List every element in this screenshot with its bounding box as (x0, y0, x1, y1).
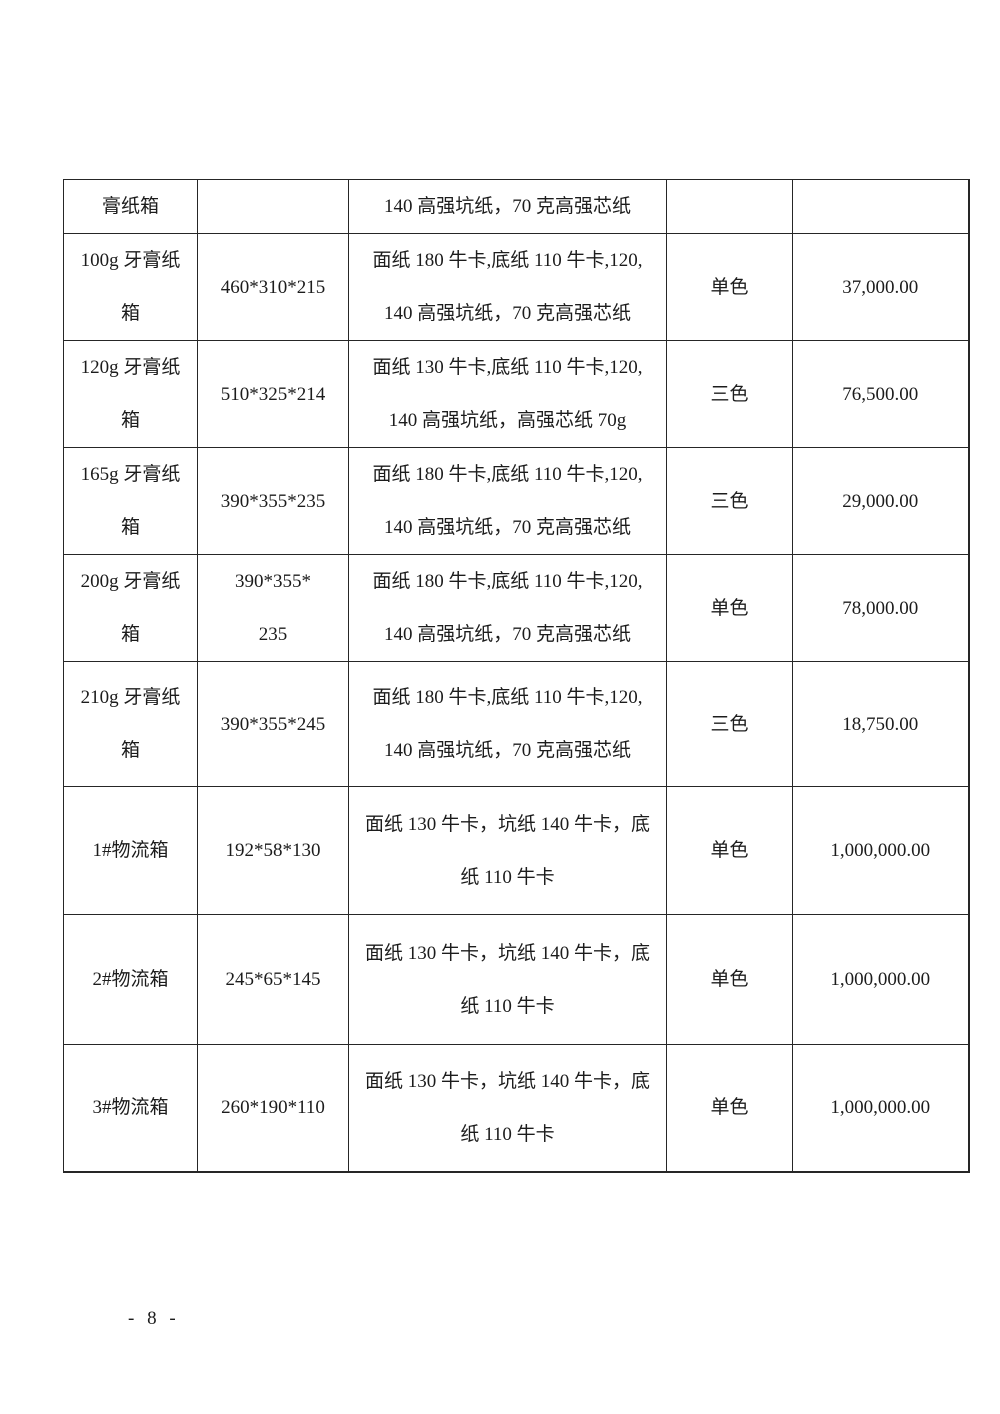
cell-box-name: 1#物流箱 (63, 786, 198, 915)
cell-amount (792, 179, 970, 234)
cell-paper-spec: 面纸 180 牛卡,底纸 110 牛卡,120, 140 高强坑纸，70 克高强… (348, 661, 667, 787)
cell-print-color: 三色 (666, 661, 793, 787)
cell-amount: 37,000.00 (792, 233, 970, 341)
table-row: 膏纸箱 140 高强坑纸，70 克高强芯纸 (63, 179, 970, 234)
cell-paper-spec: 面纸 130 牛卡，坑纸 140 牛卡，底 纸 110 牛卡 (348, 1044, 667, 1173)
cell-print-color: 单色 (666, 554, 793, 662)
table-row: 2#物流箱 245*65*145 面纸 130 牛卡，坑纸 140 牛卡，底 纸… (63, 914, 970, 1045)
cell-amount: 78,000.00 (792, 554, 970, 662)
cell-box-name: 200g 牙膏纸 箱 (63, 554, 198, 662)
cell-print-color: 单色 (666, 914, 793, 1045)
cell-print-color: 三色 (666, 340, 793, 448)
cell-box-name: 2#物流箱 (63, 914, 198, 1045)
cell-amount: 1,000,000.00 (792, 914, 970, 1045)
cell-paper-spec: 面纸 180 牛卡,底纸 110 牛卡,120, 140 高强坑纸，70 克高强… (348, 447, 667, 555)
cell-paper-spec: 面纸 180 牛卡,底纸 110 牛卡,120, 140 高强坑纸，70 克高强… (348, 233, 667, 341)
cell-paper-spec: 面纸 180 牛卡,底纸 110 牛卡,120, 140 高强坑纸，70 克高强… (348, 554, 667, 662)
cell-print-color: 单色 (666, 233, 793, 341)
cell-box-size: 260*190*110 (197, 1044, 349, 1173)
cell-box-name: 100g 牙膏纸 箱 (63, 233, 198, 341)
cell-paper-spec: 面纸 130 牛卡，坑纸 140 牛卡，底 纸 110 牛卡 (348, 914, 667, 1045)
table-row: 210g 牙膏纸 箱 390*355*245 面纸 180 牛卡,底纸 110 … (63, 661, 970, 787)
cell-box-size (197, 179, 349, 234)
cell-print-color (666, 179, 793, 234)
page-number: - 8 - (128, 1308, 180, 1329)
cell-print-color: 三色 (666, 447, 793, 555)
table-row: 3#物流箱 260*190*110 面纸 130 牛卡，坑纸 140 牛卡，底 … (63, 1044, 970, 1173)
cell-box-name: 120g 牙膏纸 箱 (63, 340, 198, 448)
cell-paper-spec: 140 高强坑纸，70 克高强芯纸 (348, 179, 667, 234)
cell-box-size: 460*310*215 (197, 233, 349, 341)
cell-amount: 76,500.00 (792, 340, 970, 448)
cell-paper-spec: 面纸 130 牛卡，坑纸 140 牛卡，底 纸 110 牛卡 (348, 786, 667, 915)
table-row: 100g 牙膏纸 箱 460*310*215 面纸 180 牛卡,底纸 110 … (63, 233, 970, 341)
cell-amount: 18,750.00 (792, 661, 970, 787)
cell-box-size: 510*325*214 (197, 340, 349, 448)
table-row: 200g 牙膏纸 箱 390*355* 235 面纸 180 牛卡,底纸 110… (63, 554, 970, 662)
cell-amount: 1,000,000.00 (792, 1044, 970, 1173)
table-row: 165g 牙膏纸 箱 390*355*235 面纸 180 牛卡,底纸 110 … (63, 447, 970, 555)
cell-paper-spec: 面纸 130 牛卡,底纸 110 牛卡,120, 140 高强坑纸，高强芯纸 7… (348, 340, 667, 448)
cell-box-size: 245*65*145 (197, 914, 349, 1045)
cell-print-color: 单色 (666, 1044, 793, 1173)
cell-amount: 29,000.00 (792, 447, 970, 555)
cell-box-size: 390*355*245 (197, 661, 349, 787)
cell-amount: 1,000,000.00 (792, 786, 970, 915)
cell-box-name: 165g 牙膏纸 箱 (63, 447, 198, 555)
cell-box-name: 3#物流箱 (63, 1044, 198, 1173)
cell-box-size: 192*58*130 (197, 786, 349, 915)
cell-box-name: 膏纸箱 (63, 179, 198, 234)
table-row: 120g 牙膏纸 箱 510*325*214 面纸 130 牛卡,底纸 110 … (63, 340, 970, 448)
cell-box-size: 390*355* 235 (197, 554, 349, 662)
table-row: 1#物流箱 192*58*130 面纸 130 牛卡，坑纸 140 牛卡，底 纸… (63, 786, 970, 915)
cell-box-size: 390*355*235 (197, 447, 349, 555)
product-spec-table: 膏纸箱 140 高强坑纸，70 克高强芯纸 100g 牙膏纸 箱 460*310… (63, 179, 970, 1173)
cell-print-color: 单色 (666, 786, 793, 915)
cell-box-name: 210g 牙膏纸 箱 (63, 661, 198, 787)
